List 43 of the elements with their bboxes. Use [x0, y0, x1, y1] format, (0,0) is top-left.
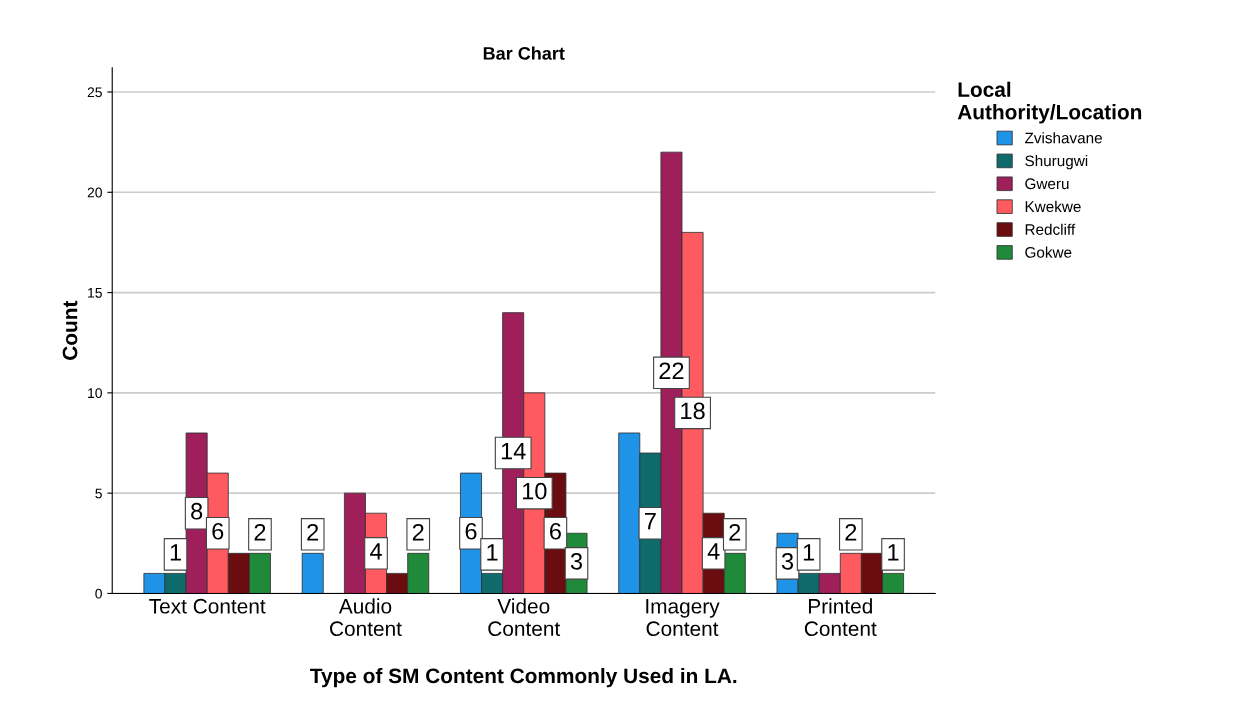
data-label: 2	[412, 523, 424, 541]
data-label: 3	[781, 552, 794, 570]
data-label: 2	[729, 523, 741, 541]
data-label: 10	[522, 482, 547, 500]
legend-title: Local Authority/Location	[957, 81, 1142, 124]
y-tick-label: 15	[88, 288, 102, 298]
data-label: 2	[307, 523, 319, 541]
legend-label: Zvishavane	[1024, 132, 1102, 144]
legend-label: Redcliff	[1025, 223, 1076, 235]
x-tick-label: Imagery Content	[646, 599, 720, 637]
data-label: 1	[487, 544, 498, 561]
y-axis-title: Count	[62, 300, 78, 360]
data-label: 14	[501, 442, 526, 460]
data-label: 2	[845, 523, 857, 541]
legend-label: Shurugwi	[1025, 155, 1088, 170]
data-label: 1	[170, 544, 181, 561]
x-tick-label: Text Content	[149, 598, 266, 614]
x-tick-label: Printed Content	[804, 598, 877, 637]
chart-title: Bar Chart	[483, 46, 565, 60]
data-label: 22	[659, 362, 684, 379]
data-label: 6	[465, 522, 477, 540]
data-label: 6	[550, 522, 561, 540]
data-label: 1	[888, 544, 899, 561]
legend-label: Gweru	[1025, 178, 1069, 190]
legend-label: Kwekwe	[1025, 200, 1081, 213]
data-label: 1	[803, 544, 815, 561]
data-label: 18	[681, 402, 705, 420]
y-tick-label: 10	[88, 388, 102, 399]
y-tick-label: 0	[95, 588, 102, 599]
data-label: 4	[370, 543, 382, 560]
data-label: 7	[645, 513, 656, 530]
y-tick-label: 5	[95, 488, 102, 499]
y-tick-label: 20	[87, 187, 102, 198]
x-tick-label: Audio Content	[330, 598, 402, 637]
data-label: 6	[212, 522, 224, 540]
legend-label: Gokwe	[1025, 246, 1072, 258]
data-label: 2	[254, 523, 266, 541]
x-axis-title: Type of SM Content Commonly Used in LA.	[310, 667, 737, 688]
data-label: 4	[707, 543, 720, 560]
data-label: 3	[570, 552, 583, 570]
x-tick-label: Video Content	[488, 598, 561, 637]
data-label: 8	[191, 502, 203, 520]
y-tick-label: 25	[87, 87, 102, 98]
